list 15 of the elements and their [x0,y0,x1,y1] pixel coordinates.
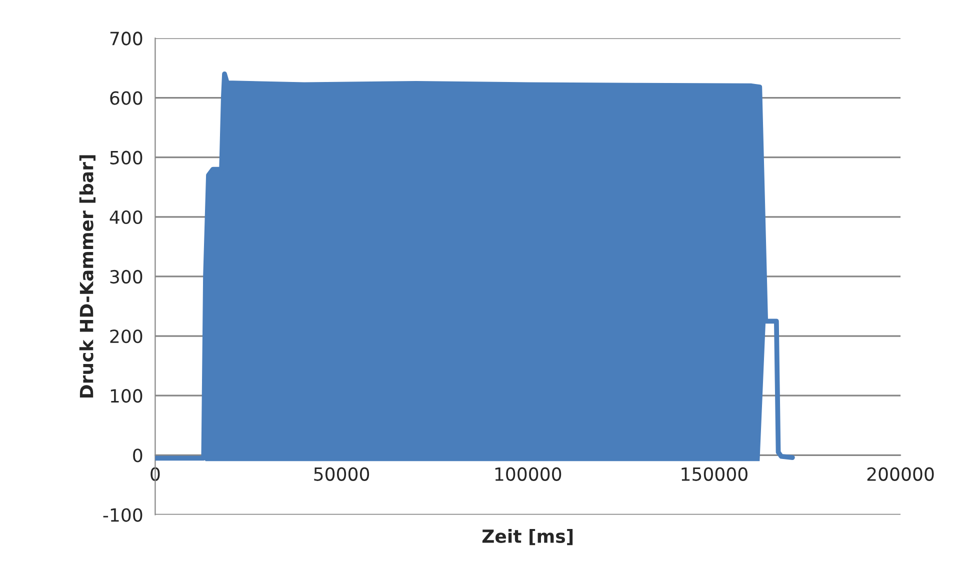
y-tick-label: 700 [110,32,142,46]
y-tick-label: 400 [110,210,142,224]
x-axis-title: Zeit [ms] [482,529,573,546]
x-tick-label: 150000 [682,467,748,481]
y-tick-label: -100 [103,508,142,522]
y-tick-label: 0 [133,448,142,462]
y-tick-label: 200 [110,329,142,344]
y-tick-label: 300 [110,270,142,284]
x-tick-label: 100000 [495,467,562,481]
x-tick-label: 200000 [867,467,934,481]
y-tick-label: 600 [110,91,142,105]
y-tick-label: 500 [110,150,142,164]
x-tick-label: 50000 [314,467,370,481]
y-axis-title: Druck HD-Kammer [bar] [79,155,96,398]
y-tick-label: 100 [110,389,142,403]
